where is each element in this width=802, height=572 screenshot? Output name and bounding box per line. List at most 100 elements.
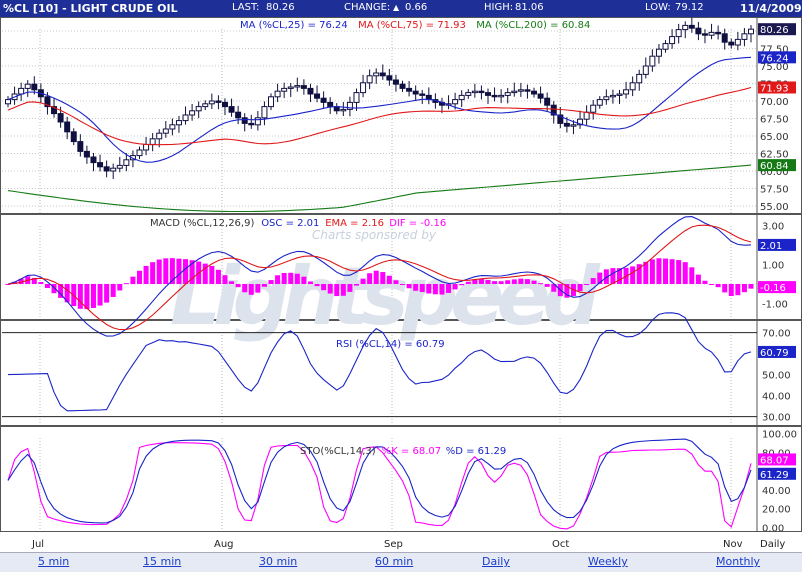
link-15-min[interactable]: 15 min (143, 555, 182, 568)
candle-body (90, 156, 97, 164)
macd-histogram-bar (288, 272, 294, 284)
link-monthly[interactable]: Monthly (716, 555, 761, 568)
candle-body (287, 86, 294, 89)
macd-histogram-bar (584, 284, 590, 285)
macd-histogram-bar (663, 258, 669, 284)
rsi-tick-label: 50.00 (762, 371, 791, 382)
macd-histogram-bar (5, 284, 11, 285)
candle-body (563, 122, 570, 127)
sto-badge-1: 61.29 (760, 470, 789, 481)
candle-body (70, 131, 77, 143)
candle-body (484, 92, 491, 96)
sto-tick-label: 20.00 (762, 505, 791, 516)
sto-legend-2: %D = 61.29 (446, 446, 507, 457)
price-badge-bg-3 (758, 159, 796, 172)
candle-body (550, 104, 557, 116)
date: 11/4/2009 (740, 2, 802, 15)
x-axis-label-oct: Oct (552, 539, 569, 550)
link-5-min[interactable]: 5 min (38, 555, 70, 568)
link-weekly[interactable]: Weekly (588, 555, 628, 568)
candle-body (182, 114, 189, 122)
macd-histogram-bar (51, 284, 57, 294)
macd-histogram-bar (367, 273, 373, 284)
sto-d-line (7, 438, 752, 524)
macd-histogram-bar (518, 278, 524, 284)
macd-histogram-bar (492, 281, 498, 284)
ma-200-line (7, 164, 752, 213)
link-daily[interactable]: Daily (482, 555, 510, 568)
candle-body (675, 29, 682, 38)
macd-histogram-bar (682, 262, 688, 284)
candle-body (471, 90, 478, 94)
macd-histogram-bar (485, 279, 491, 284)
candle-body (18, 87, 25, 95)
panel-frame-price (0, 17, 802, 214)
price-tick-label: 62.50 (760, 150, 789, 161)
candle-body (544, 97, 551, 106)
macd-histogram-bar (31, 277, 37, 284)
macd-histogram-bar (735, 284, 741, 296)
high-label: HIGH: (484, 2, 514, 13)
price-badge-bg-1 (758, 51, 796, 64)
macd-histogram-bar (656, 258, 662, 284)
candle-body (103, 166, 110, 172)
macd-histogram-bar (255, 284, 261, 293)
rsi-line (7, 312, 752, 412)
macd-histogram-bar (498, 281, 504, 284)
sto-legend-0: STO(%CL,14,3) (300, 446, 376, 457)
macd-histogram-bar (478, 278, 484, 284)
macd-legend-3: DIF = -0.16 (389, 218, 446, 229)
candle-body (728, 41, 735, 46)
candle-body (261, 106, 268, 119)
ma-25-line (7, 56, 752, 163)
sto-legend-1: %K = 68.07 (382, 446, 441, 457)
candle-body (169, 124, 176, 130)
rsi-tick-label: 70.00 (762, 329, 791, 340)
macd-histogram-bar (294, 273, 300, 284)
candle-body (195, 106, 202, 112)
price-badge-3: 60.84 (760, 161, 789, 172)
sto-badge-0: 68.07 (760, 455, 789, 466)
macd-histogram-bar (400, 284, 406, 285)
macd-histogram-bar (137, 270, 143, 284)
macd-histogram-bar (123, 283, 129, 285)
macd-histogram-bar (439, 284, 445, 295)
candle-body (609, 94, 616, 98)
candle-body (412, 90, 419, 95)
macd-histogram-bar (616, 268, 622, 284)
macd-histogram-bar (12, 281, 18, 284)
macd-histogram-bar (413, 284, 419, 291)
macd-histogram-bar (610, 268, 616, 284)
candle-body (215, 100, 222, 103)
macd-histogram-bar (715, 284, 721, 288)
link-60-min[interactable]: 60 min (375, 555, 414, 568)
macd-histogram-bar (373, 270, 379, 284)
macd-histogram-bar (222, 275, 228, 284)
macd-histogram-bar (709, 284, 715, 285)
chart-area: Charts sponsored byLightspeed80.0077.507… (0, 17, 802, 550)
candle-body (491, 94, 498, 98)
candle-body (557, 114, 564, 124)
macd-tick-label: 3.00 (762, 222, 784, 233)
candle-body (649, 55, 656, 67)
x-axis-label-nov: Nov (723, 539, 743, 550)
link-30-min[interactable]: 30 min (259, 555, 298, 568)
rsi-badge: 60.79 (760, 348, 789, 359)
sto-badge-bg-0 (758, 453, 796, 466)
macd-histogram-bar (143, 265, 149, 284)
price-tick-label: 57.50 (760, 185, 789, 196)
macd-histogram-bar (597, 272, 603, 284)
macd-histogram-bar (748, 284, 754, 289)
candle-body (340, 108, 347, 112)
macd-histogram-bar (459, 284, 465, 286)
timeframe-bar: 5 min 15 min 30 min 60 min Daily Weekly … (0, 552, 802, 572)
macd-legend-1: OSC = 2.01 (261, 218, 319, 229)
candle-body (143, 143, 150, 151)
price-legend-0: MA (%CL,25) = 76.24 (240, 20, 348, 31)
candle-body (268, 96, 275, 108)
candle-body (577, 118, 584, 126)
candle-body (44, 96, 51, 108)
macd-histogram-bar (307, 281, 313, 284)
macd-histogram-bar (524, 279, 530, 284)
candle-body (228, 106, 235, 113)
